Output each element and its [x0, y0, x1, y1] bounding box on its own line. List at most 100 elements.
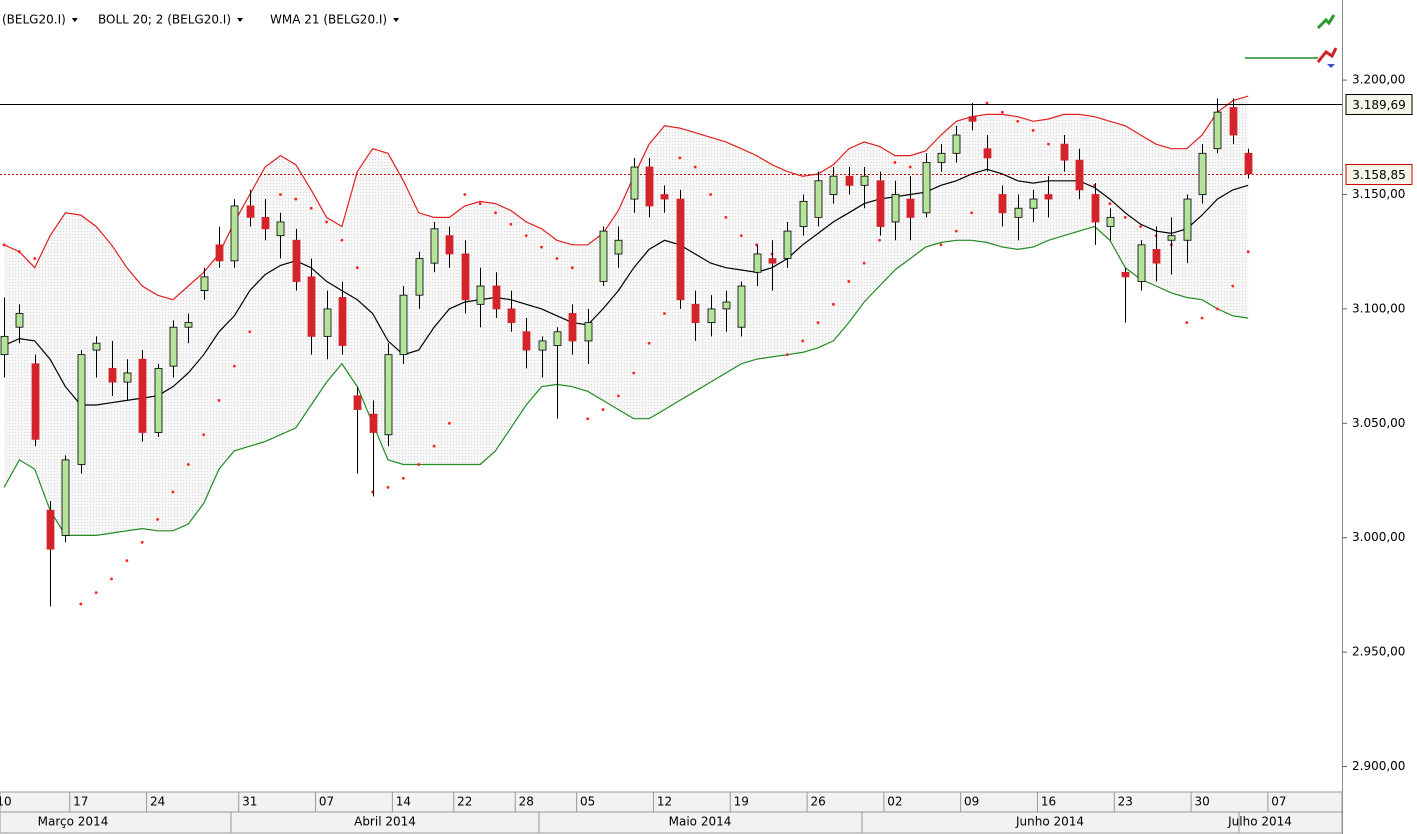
candle-body: [507, 308, 516, 324]
candle-body: [1029, 198, 1038, 209]
plot: [0, 95, 1342, 607]
bollinger-upper: [3, 95, 1249, 301]
candle-body: [445, 235, 454, 255]
candle-body: [154, 367, 163, 433]
sar-dot: [878, 238, 881, 242]
candle-body: [430, 228, 439, 264]
candle-body: [998, 194, 1007, 214]
sar-dot: [816, 321, 820, 325]
sar-dot: [478, 202, 482, 206]
x-tick-label: 05: [580, 795, 595, 809]
sar-dot: [233, 364, 236, 368]
sar-dot: [463, 193, 467, 196]
wma-line: [3, 168, 1249, 406]
alert-icon[interactable]: [1316, 47, 1338, 63]
sar-dot: [570, 266, 574, 270]
sar-dot: [601, 408, 605, 411]
candle-body: [108, 367, 117, 383]
candle-body: [645, 166, 654, 207]
sar-dot: [401, 476, 405, 480]
sar-dot: [79, 602, 83, 606]
candle-body: [384, 354, 393, 436]
sar-dot: [1185, 321, 1189, 325]
candle-body: [860, 175, 869, 186]
candle-body: [230, 205, 239, 262]
candle-body: [61, 459, 70, 536]
x-tick-label: 24: [150, 795, 165, 809]
sar-dot: [340, 238, 344, 242]
candle-body: [1060, 143, 1069, 161]
sar-dot: [217, 399, 221, 402]
sar-dot: [724, 215, 728, 219]
legend-dropdown[interactable]: [237, 18, 244, 22]
candle-body: [584, 322, 593, 342]
candle-body: [1198, 152, 1207, 195]
legend-item[interactable]: BOLL 20; 2 (BELG20.I): [98, 13, 231, 27]
sar-dot: [448, 421, 451, 425]
month-label: Abril 2014: [354, 815, 416, 829]
candle-body: [691, 303, 700, 324]
candle-body: [1229, 107, 1238, 136]
candle-body: [415, 258, 424, 296]
month-label: Março 2014: [38, 815, 109, 829]
price-label-box: [1345, 164, 1413, 185]
bollinger-lower: [3, 225, 1249, 536]
candle-body: [123, 372, 132, 383]
sar-dot: [739, 234, 743, 238]
legend-item[interactable]: WMA 21 (BELG20.I): [270, 13, 387, 27]
candle-body: [215, 244, 224, 262]
y-tick-label: 3.200,00: [1352, 73, 1405, 87]
x-tick-label: 26: [810, 795, 825, 809]
candle-body: [1167, 235, 1176, 241]
candle-body: [952, 134, 961, 154]
candle-body: [614, 239, 623, 255]
candle-body: [92, 342, 101, 351]
sar-dot: [2, 243, 6, 247]
month-label: Junho 2014: [1015, 815, 1084, 829]
x-tick-label: 09: [964, 795, 979, 809]
month-label: Julho 2014: [1227, 815, 1292, 829]
candle-body: [1244, 152, 1253, 175]
x-tick-label: 19: [734, 795, 749, 809]
sar-dot: [985, 101, 989, 105]
x-tick-label: 23: [1118, 795, 1133, 809]
sar-dot: [386, 485, 390, 489]
candle-body: [876, 180, 885, 227]
candle-body: [768, 258, 777, 264]
alert-dropdown[interactable]: [1327, 64, 1335, 68]
candle-body: [46, 509, 55, 550]
sar-dot: [509, 222, 513, 226]
sar-dot: [954, 229, 958, 233]
candle-body: [906, 198, 915, 218]
sar-dot: [202, 433, 206, 437]
legend-item[interactable]: (BELG20.I): [2, 13, 66, 27]
sar-dot: [248, 330, 252, 334]
sar-dot: [186, 463, 190, 466]
candle-body: [753, 253, 762, 273]
legend-dropdown[interactable]: [71, 18, 78, 22]
sar-dot: [647, 341, 651, 345]
candle-body: [1121, 271, 1130, 278]
x-tick-label: 07: [319, 795, 334, 809]
sar-dot: [1200, 316, 1204, 320]
candle-body: [1106, 216, 1115, 227]
sar-dot: [279, 193, 282, 196]
sar-dot: [586, 417, 590, 421]
candle-body: [1091, 194, 1100, 223]
sar-dot: [709, 193, 712, 196]
legend-dropdown[interactable]: [393, 18, 400, 22]
sar-dot: [862, 261, 866, 265]
candle-body: [829, 175, 838, 195]
candle-body: [338, 297, 347, 346]
x-tick-label: 12: [657, 795, 672, 809]
sar-dot: [156, 518, 160, 521]
sar-dot: [140, 540, 144, 544]
trend-icon[interactable]: [1316, 14, 1336, 30]
sar-dot: [309, 206, 313, 210]
candle-body: [353, 395, 362, 410]
candle-body: [476, 285, 485, 305]
sar-dot: [94, 591, 98, 595]
candle-body: [1213, 111, 1222, 150]
candle-body: [0, 335, 9, 356]
sar-dot: [1016, 119, 1020, 123]
